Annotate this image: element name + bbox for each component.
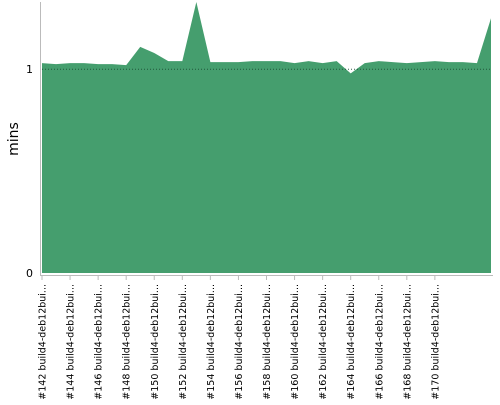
x-tick-label: #146 build4-deb12bui...: [94, 284, 105, 400]
x-tick-label: #156 build4-deb12bui...: [234, 284, 245, 400]
x-tick-label: #144 build4-deb12bui...: [66, 284, 77, 400]
x-tick-label: #150 build4-deb12bui...: [150, 284, 161, 400]
x-tick-label: #170 build4-deb12bui...: [430, 284, 441, 400]
y-tick-label: 1: [26, 63, 33, 76]
series-area: [42, 2, 491, 273]
x-tick-label: #158 build4-deb12bui...: [262, 284, 273, 400]
x-tick-label: #162 build4-deb12bui...: [318, 284, 329, 400]
x-tick-label: #160 build4-deb12bui...: [290, 284, 301, 400]
x-tick-label: #166 build4-deb12bui...: [374, 284, 385, 400]
y-tick-label: 0: [26, 267, 33, 280]
x-tick-label: #154 build4-deb12bui...: [206, 284, 217, 400]
x-tick-label: #148 build4-deb12bui...: [122, 284, 133, 400]
x-tick-label: #142 build4-deb12bui...: [38, 284, 49, 400]
x-tick-label: #152 build4-deb12bui...: [178, 284, 189, 400]
x-tick-label: #168 build4-deb12bui...: [402, 284, 413, 400]
y-axis-label: mins: [6, 122, 22, 156]
x-tick-label: #164 build4-deb12bui...: [346, 284, 357, 400]
